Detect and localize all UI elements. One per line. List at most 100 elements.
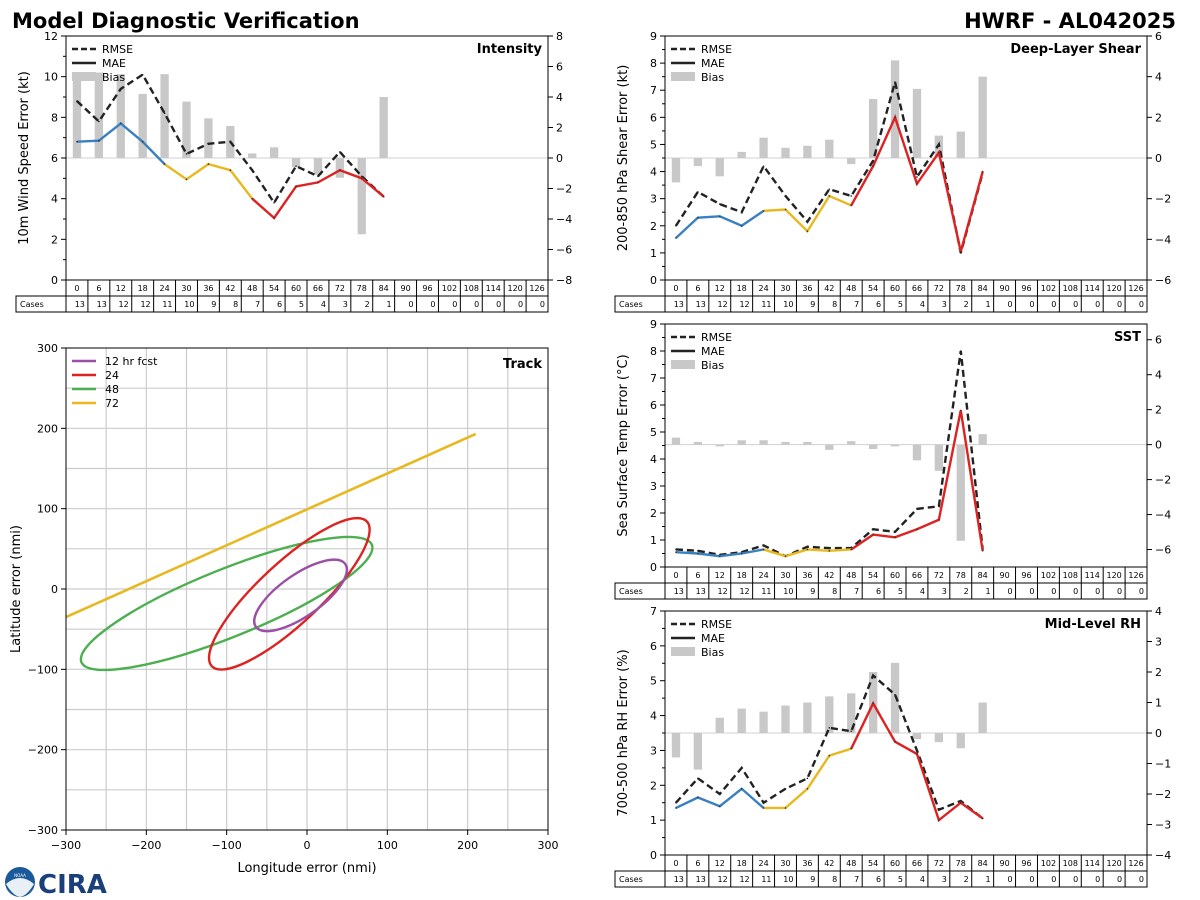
bias-bar — [313, 158, 323, 175]
rmse-point — [938, 143, 940, 146]
storm-id: HWRF - AL042025 — [964, 9, 1176, 33]
lead-hour-label: 6 — [695, 284, 700, 293]
y2-tick-label: 6 — [556, 61, 563, 74]
mae-point — [784, 807, 787, 809]
x-tick-label: 200 — [457, 839, 478, 852]
lead-hour-label: 0 — [74, 284, 79, 293]
cira-logo-text: CIRA — [38, 870, 107, 900]
x-tick-label: 300 — [538, 839, 559, 852]
y2-tick-label: 0 — [556, 152, 563, 165]
case-count: 6 — [277, 300, 282, 309]
bias-bar — [978, 434, 987, 445]
lead-hour-label: 114 — [486, 284, 501, 293]
y2-tick-label: 2 — [1155, 666, 1162, 679]
y-tick-label: 0 — [51, 274, 58, 287]
cases-label: Cases — [20, 300, 44, 309]
mae-point — [762, 210, 765, 212]
rmse-point — [317, 175, 319, 178]
lead-hour-label: 90 — [999, 284, 1009, 293]
lead-hour-label: 36 — [802, 859, 812, 868]
case-count: 0 — [1051, 875, 1056, 884]
case-count: 1 — [387, 300, 392, 309]
case-count: 6 — [876, 587, 881, 596]
lead-hour-label: 66 — [912, 859, 922, 868]
case-count: 11 — [162, 300, 172, 309]
rmse-point — [762, 801, 765, 804]
case-count: 0 — [1029, 875, 1034, 884]
rmse-point — [98, 120, 100, 123]
case-count: 4 — [920, 300, 925, 309]
lead-hour-label: 78 — [357, 284, 367, 293]
bias-bar — [847, 158, 856, 165]
lead-hour-label: 36 — [203, 284, 213, 293]
legend-label: 48 — [105, 383, 119, 396]
y-tick-label: 3 — [650, 744, 657, 757]
mae-point — [916, 753, 918, 755]
bias-bar — [335, 158, 345, 178]
error-ellipse-1 — [207, 516, 371, 671]
y2-tick-label: 6 — [1155, 334, 1162, 347]
bias-bar — [715, 444, 724, 447]
case-count: 2 — [365, 300, 370, 309]
x-axis-label: Longitude error (nmi) — [237, 861, 376, 876]
panel-track: −300 −200 −100 0 100 200 300 −300 −200 −100 0 100 20… — [9, 342, 559, 876]
mae-point — [981, 170, 984, 173]
panel-title: Mid-Level RH — [1045, 617, 1141, 632]
rmse-point — [806, 220, 809, 223]
case-count: 0 — [1073, 300, 1078, 309]
y-tick-label: 6 — [650, 399, 657, 412]
lead-hour-label: 120 — [1106, 571, 1121, 580]
lead-hour-label: 108 — [1063, 571, 1078, 580]
error-ellipse-0 — [253, 558, 349, 633]
mae-point — [959, 801, 962, 804]
case-count: 5 — [898, 587, 903, 596]
rmse-point — [207, 142, 210, 145]
rmse-point — [697, 191, 699, 193]
rmse-point — [959, 800, 962, 802]
case-count: 0 — [1139, 875, 1144, 884]
rmse-point — [762, 544, 765, 547]
mae-point — [959, 250, 962, 253]
y2-tick-label: −4 — [1155, 509, 1171, 522]
lead-hour-label: 36 — [802, 284, 812, 293]
case-count: 2 — [964, 875, 969, 884]
lead-hour-label: 126 — [1128, 571, 1143, 580]
bias-bar — [291, 158, 301, 168]
y2-tick-label: 0 — [1155, 152, 1162, 165]
case-count: 13 — [674, 875, 684, 884]
bias-bar — [357, 158, 366, 235]
case-count: 3 — [942, 875, 947, 884]
bias-bar — [912, 444, 922, 461]
legend-rmse-label: RMSE — [102, 43, 133, 56]
rmse-point — [916, 749, 918, 752]
case-count: 13 — [696, 300, 706, 309]
case-count: 0 — [1095, 875, 1100, 884]
rmse-point — [762, 165, 765, 167]
lead-hour-label: 24 — [758, 571, 768, 580]
rmse-point — [273, 201, 275, 204]
mae-point — [740, 787, 743, 790]
y-tick-label: 4 — [650, 453, 657, 466]
mae-point — [784, 555, 787, 557]
y-tick-label: 300 — [37, 342, 58, 355]
mae-point — [828, 550, 831, 552]
y2-tick-label: −2 — [1155, 788, 1171, 801]
y-tick-label: 12 — [44, 30, 58, 43]
lead-hour-label: 18 — [138, 284, 148, 293]
lead-hour-label: 18 — [737, 284, 747, 293]
bias-bar — [72, 74, 82, 158]
lead-hour-label: 48 — [846, 284, 856, 293]
case-count: 11 — [761, 300, 771, 309]
bias-bar — [715, 158, 724, 177]
case-count: 10 — [783, 300, 793, 309]
lead-hour-label: 66 — [912, 571, 922, 580]
lead-hour-label: 24 — [758, 284, 768, 293]
lead-hour-label: 120 — [507, 284, 522, 293]
case-count: 3 — [942, 587, 947, 596]
y-tick-label: 100 — [37, 503, 58, 516]
case-count: 8 — [832, 587, 837, 596]
y-tick-label: 6 — [51, 152, 58, 165]
panel-title: Intensity — [477, 42, 543, 57]
lead-hour-label: 54 — [868, 571, 878, 580]
case-count: 0 — [1029, 587, 1034, 596]
